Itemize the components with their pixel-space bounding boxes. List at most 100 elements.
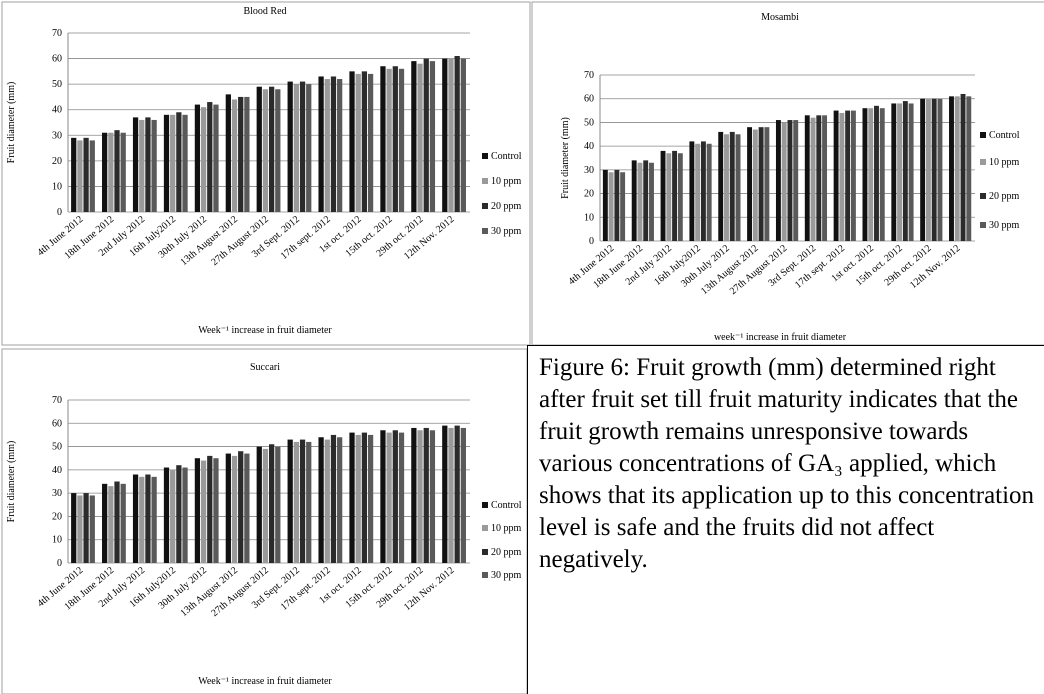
bar (614, 169, 620, 241)
legend-label: 20 ppm (491, 547, 522, 558)
y-tick-label: 40 (584, 141, 594, 152)
chart-title: Blood Red (243, 6, 286, 17)
bar (804, 115, 810, 241)
legend-label: 30 ppm (491, 570, 522, 581)
chart: Succari 0 10 20 30 40 50 60 70 Fruit diameter (mm… (1, 348, 528, 694)
bar (151, 119, 157, 212)
bar (176, 112, 182, 212)
y-tick-label: 50 (584, 117, 594, 128)
bar (207, 102, 213, 212)
panel-border (1, 1, 531, 346)
chart: Blood Red 0 10 20 30 40 50 60 70 Fruit diameter (… (1, 1, 531, 346)
bar (706, 143, 712, 241)
bar (620, 172, 626, 241)
bar (879, 108, 885, 241)
y-tick-label: 10 (584, 212, 594, 223)
bar (145, 117, 151, 212)
bar (145, 474, 151, 563)
bar (747, 127, 753, 241)
bar (839, 112, 845, 241)
bar (71, 137, 77, 212)
bar (83, 493, 89, 563)
y-axis-label: Fruit diameter (mm) (6, 82, 17, 164)
bar (244, 96, 250, 212)
bar (269, 86, 275, 212)
bar (262, 448, 269, 563)
legend-label: 30 ppm (989, 220, 1020, 231)
bar (306, 441, 312, 563)
bar (631, 160, 637, 241)
bar (299, 439, 306, 563)
bar (429, 430, 436, 563)
bar (355, 73, 361, 213)
y-tick-label: 20 (584, 189, 594, 200)
bar (132, 474, 139, 563)
bar (89, 140, 95, 212)
legend-swatch (482, 203, 488, 209)
bar (238, 96, 244, 212)
legend-swatch (482, 525, 488, 531)
bar (442, 425, 448, 563)
bar (735, 134, 741, 241)
y-tick-label: 0 (57, 558, 62, 569)
bar (337, 437, 343, 563)
bar (293, 441, 299, 563)
bar (275, 446, 281, 563)
bar (460, 427, 466, 563)
bar (330, 76, 337, 212)
y-tick-label: 30 (584, 165, 594, 176)
bar (689, 141, 695, 241)
bar (337, 79, 343, 213)
bar (213, 104, 219, 212)
bar (398, 68, 405, 212)
x-axis-label: week⁻¹ increase in fruit diameter (714, 332, 847, 343)
chart-title: Mosambi (761, 12, 799, 23)
y-tick-label: 30 (52, 488, 62, 499)
bar (361, 432, 368, 563)
y-tick-label: 70 (584, 70, 594, 81)
bar (695, 143, 701, 241)
bar (868, 108, 874, 241)
bar (810, 117, 816, 241)
bar (194, 458, 201, 563)
chart-title: Succari (250, 362, 280, 373)
bar (775, 120, 781, 241)
bar (269, 444, 275, 563)
legend-swatch (482, 549, 488, 555)
bar (833, 110, 839, 241)
legend-swatch (482, 228, 488, 234)
bar (908, 103, 914, 241)
y-axis-label: Fruit diameter (mm) (560, 117, 571, 199)
y-tick-label: 10 (52, 535, 62, 546)
bar (380, 66, 386, 212)
bar (423, 427, 429, 563)
y-tick-label: 60 (52, 54, 62, 65)
bar (108, 132, 114, 212)
legend-swatch (980, 159, 986, 165)
bar (355, 434, 361, 563)
bar (460, 58, 466, 213)
bar (244, 453, 250, 563)
y-tick-label: 10 (52, 181, 62, 192)
bar (349, 71, 355, 212)
bar (392, 66, 398, 212)
bar (417, 63, 423, 212)
bar (83, 137, 89, 212)
bar (225, 453, 231, 563)
y-tick-label: 60 (584, 94, 594, 105)
bar (902, 101, 908, 241)
y-tick-label: 40 (52, 105, 62, 116)
bar (89, 495, 95, 563)
bar (954, 96, 960, 241)
bar (324, 439, 330, 563)
y-tick-label: 50 (52, 79, 62, 90)
bar (213, 458, 219, 563)
bar (163, 467, 170, 563)
bar (108, 486, 114, 563)
legend-label: 10 ppm (989, 157, 1020, 168)
bar (666, 153, 672, 241)
bar (176, 465, 182, 563)
bar (77, 495, 83, 563)
